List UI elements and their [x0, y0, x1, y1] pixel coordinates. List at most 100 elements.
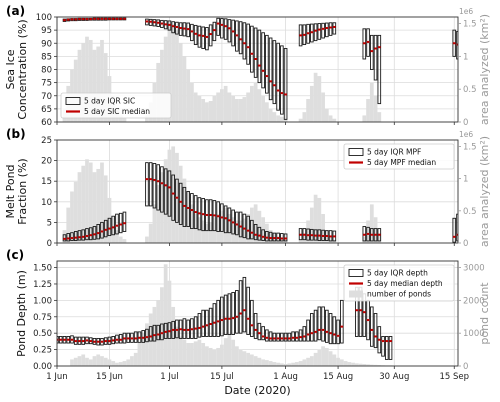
- area-bar: [321, 346, 325, 366]
- iqr-box: [377, 34, 382, 105]
- y2-tick-label: 0: [463, 239, 468, 249]
- area-bar: [118, 236, 123, 243]
- y-tick-label: 95: [41, 26, 52, 36]
- iqr-box: [216, 299, 220, 337]
- area-bar: [92, 356, 97, 366]
- area-bar: [175, 326, 179, 366]
- area-bar: [122, 361, 127, 366]
- iqr-box: [291, 331, 295, 342]
- area-bar: [178, 165, 183, 243]
- area-bar: [223, 85, 228, 122]
- y-tick-label: 1.00: [33, 296, 52, 306]
- iqr-box: [242, 22, 247, 60]
- area-bar: [118, 115, 123, 122]
- area-bar: [103, 357, 108, 366]
- legend-label: 5 day IQR SIC: [84, 97, 135, 106]
- iqr-box: [145, 162, 149, 207]
- area-bar: [216, 214, 221, 243]
- area-bar: [283, 118, 288, 122]
- area-bar: [88, 359, 93, 366]
- area-bar: [148, 223, 153, 243]
- iqr-box: [167, 170, 172, 217]
- area-bar: [223, 207, 228, 243]
- iqr-box: [384, 336, 389, 360]
- iqr-box: [268, 331, 273, 342]
- area-bar: [81, 354, 86, 366]
- iqr-box: [208, 24, 213, 47]
- iqr-box: [257, 322, 262, 341]
- iqr-box: [261, 229, 265, 241]
- area-bar: [103, 175, 108, 243]
- x-tick-label: 1 Jul: [160, 372, 178, 382]
- iqr-box: [145, 328, 149, 343]
- iqr-box: [182, 318, 187, 339]
- area-bar: [88, 162, 93, 243]
- y2-tick-label: 0: [463, 362, 468, 372]
- area-bar: [137, 343, 142, 366]
- area-bar: [369, 364, 374, 366]
- x-tick-label: 1 Aug: [273, 372, 298, 382]
- area-bar: [115, 230, 119, 243]
- y2-axis-label: area analyzed (km²): [478, 136, 491, 247]
- iqr-box: [283, 48, 288, 120]
- area-bar: [317, 197, 322, 243]
- area-bar: [73, 59, 78, 122]
- iqr-box: [85, 228, 89, 241]
- iqr-box: [73, 231, 78, 241]
- iqr-box: [298, 329, 303, 342]
- y-tick-label: 20: [41, 157, 52, 167]
- x-axis-label: Date (2020): [224, 384, 290, 397]
- area-bar: [279, 363, 284, 366]
- area-bar: [283, 239, 288, 243]
- area-bar: [85, 159, 89, 243]
- legend-median: 5 day median depth: [349, 279, 443, 288]
- area-bar: [88, 39, 93, 122]
- x-tick-label: 15 Jun: [96, 372, 123, 382]
- area-bar: [257, 357, 262, 366]
- iqr-box: [238, 211, 243, 238]
- y-tick-label: 10: [41, 198, 52, 208]
- iqr-box: [212, 21, 217, 42]
- area-bar: [156, 185, 161, 243]
- iqr-box: [283, 332, 288, 342]
- area-bar: [317, 76, 322, 122]
- area-bar: [220, 210, 224, 243]
- area-bar: [257, 89, 262, 122]
- area-bar: [268, 230, 273, 243]
- area-bar: [186, 343, 191, 366]
- area-bar: [306, 357, 310, 366]
- area-bar: [77, 49, 82, 122]
- iqr-box: [265, 231, 269, 242]
- iqr-box: [163, 168, 168, 215]
- area-bar: [268, 108, 273, 122]
- area-bar: [302, 359, 307, 366]
- iqr-box: [156, 324, 160, 341]
- area-bar: [62, 230, 67, 243]
- iqr-box: [148, 162, 153, 207]
- iqr-box: [283, 233, 288, 242]
- area-bar: [272, 112, 277, 122]
- iqr-box: [193, 24, 198, 46]
- area-bar: [302, 112, 307, 122]
- area-bar: [354, 363, 359, 366]
- iqr-box: [223, 18, 228, 40]
- area-bar: [366, 364, 370, 366]
- area-bar: [193, 341, 198, 366]
- iqr-box: [66, 233, 71, 242]
- area-bar: [250, 354, 254, 366]
- area-bar: [171, 23, 176, 122]
- iqr-box: [190, 23, 194, 42]
- iqr-box: [227, 293, 232, 335]
- legend-label: 5 day IQR depth: [367, 269, 428, 278]
- legend-swatch-box: [348, 148, 364, 156]
- area-bar: [238, 99, 243, 122]
- area-bar: [111, 361, 116, 366]
- iqr-box: [186, 191, 190, 227]
- legend-median: 5 day MPF median: [349, 158, 436, 167]
- y2-tick-label: 0: [463, 118, 468, 128]
- area-bar: [309, 356, 314, 366]
- area-bar: [167, 280, 172, 366]
- iqr-box: [257, 226, 262, 241]
- x-tick-label: 30 Aug: [379, 372, 409, 382]
- iqr-box: [227, 19, 232, 43]
